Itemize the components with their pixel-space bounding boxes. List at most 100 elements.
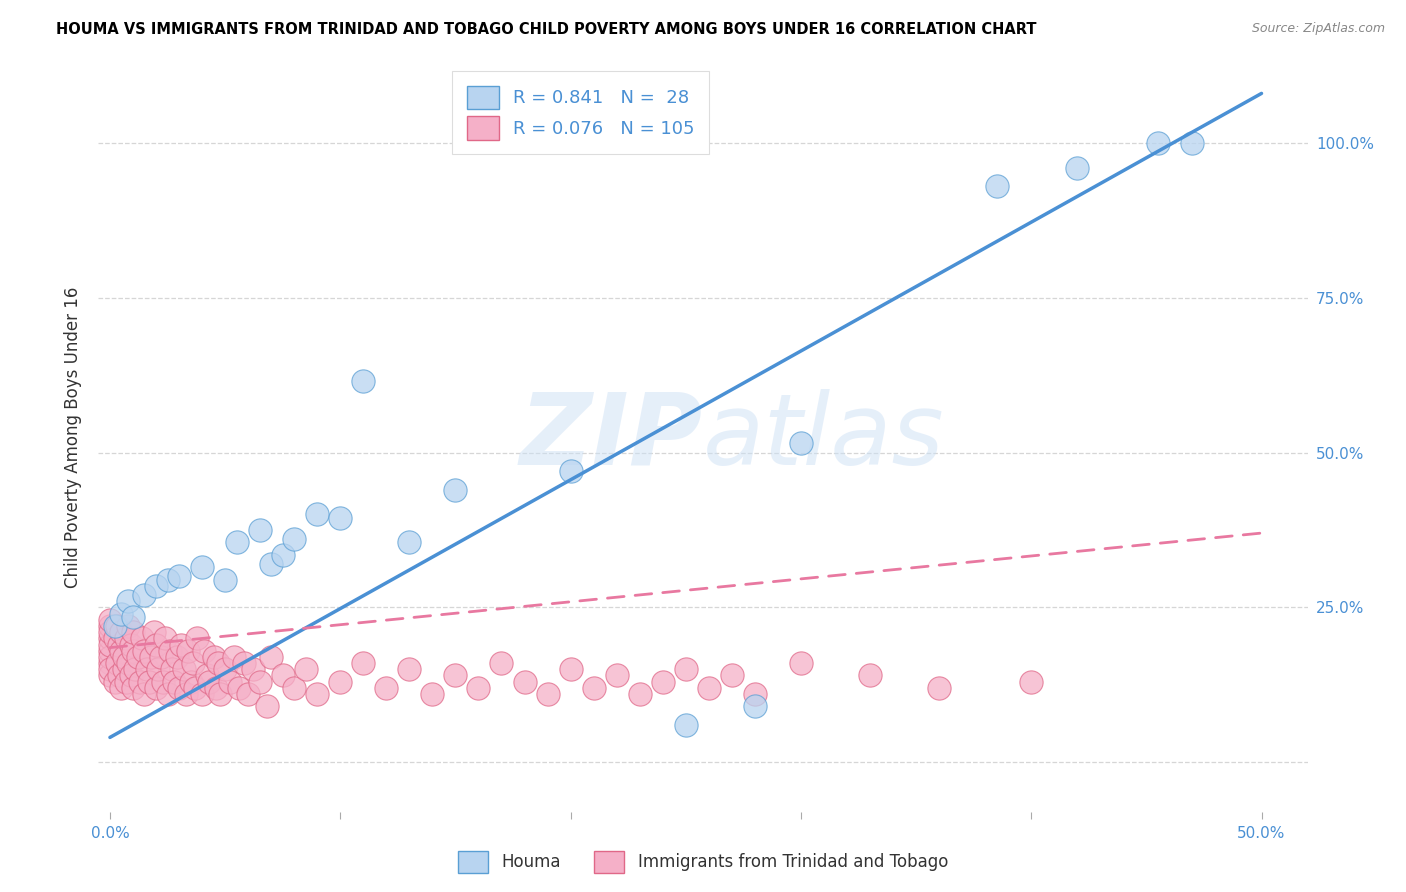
Point <box>249 523 271 537</box>
Point <box>256 699 278 714</box>
Point <box>307 508 329 522</box>
Point <box>98 644 121 658</box>
Point <box>98 613 121 627</box>
Point <box>232 656 254 670</box>
Point <box>98 632 121 646</box>
Point <box>1066 161 1088 175</box>
Point <box>651 674 673 689</box>
Point <box>181 656 204 670</box>
Point <box>145 638 167 652</box>
Point <box>180 674 202 689</box>
Point <box>122 625 145 640</box>
Point <box>628 687 651 701</box>
Point <box>134 588 156 602</box>
Point <box>110 681 132 695</box>
Point <box>398 535 420 549</box>
Text: HOUMA VS IMMIGRANTS FROM TRINIDAD AND TOBAGO CHILD POVERTY AMONG BOYS UNDER 16 C: HOUMA VS IMMIGRANTS FROM TRINIDAD AND TO… <box>56 22 1036 37</box>
Point <box>166 649 188 664</box>
Point <box>205 681 228 695</box>
Point <box>744 687 766 701</box>
Point <box>103 674 125 689</box>
Point <box>513 674 536 689</box>
Point <box>294 662 316 676</box>
Point <box>986 179 1008 194</box>
Point <box>184 681 207 695</box>
Point <box>138 674 160 689</box>
Point <box>744 699 766 714</box>
Point <box>156 573 179 587</box>
Legend: Houma, Immigrants from Trinidad and Tobago: Houma, Immigrants from Trinidad and Toba… <box>451 845 955 880</box>
Point <box>127 649 149 664</box>
Point <box>112 662 135 676</box>
Point <box>467 681 489 695</box>
Point <box>195 668 218 682</box>
Point <box>105 619 128 633</box>
Text: ZIP: ZIP <box>520 389 703 485</box>
Point <box>242 662 264 676</box>
Point <box>928 681 950 695</box>
Point <box>444 483 467 497</box>
Point <box>198 674 221 689</box>
Point <box>110 644 132 658</box>
Point <box>582 681 605 695</box>
Point <box>260 649 283 664</box>
Point <box>167 569 190 583</box>
Point <box>329 510 352 524</box>
Point <box>108 668 131 682</box>
Point <box>675 662 697 676</box>
Point <box>228 681 250 695</box>
Point <box>145 579 167 593</box>
Point <box>160 662 183 676</box>
Point <box>186 632 208 646</box>
Point <box>675 718 697 732</box>
Point <box>491 656 513 670</box>
Point <box>142 625 165 640</box>
Point <box>148 662 170 676</box>
Point <box>214 662 236 676</box>
Point <box>536 687 558 701</box>
Point <box>271 668 294 682</box>
Point <box>163 674 186 689</box>
Point <box>131 632 153 646</box>
Point <box>98 662 121 676</box>
Point <box>283 681 305 695</box>
Point <box>141 649 163 664</box>
Point <box>98 638 121 652</box>
Point <box>110 625 132 640</box>
Point <box>193 644 215 658</box>
Point <box>128 674 150 689</box>
Point <box>170 638 193 652</box>
Point <box>174 687 197 701</box>
Point <box>173 662 195 676</box>
Point <box>98 625 121 640</box>
Point <box>115 632 138 646</box>
Point <box>103 632 125 646</box>
Text: Source: ZipAtlas.com: Source: ZipAtlas.com <box>1251 22 1385 36</box>
Point <box>307 687 329 701</box>
Point <box>120 638 142 652</box>
Point <box>191 687 214 701</box>
Point <box>249 674 271 689</box>
Point <box>236 687 259 701</box>
Point <box>218 674 240 689</box>
Point <box>720 668 742 682</box>
Point <box>145 681 167 695</box>
Point <box>120 668 142 682</box>
Y-axis label: Child Poverty Among Boys Under 16: Child Poverty Among Boys Under 16 <box>65 286 83 588</box>
Point <box>117 594 139 608</box>
Point <box>209 687 232 701</box>
Point <box>122 644 145 658</box>
Point <box>117 619 139 633</box>
Point <box>98 656 121 670</box>
Text: atlas: atlas <box>703 389 945 485</box>
Point <box>422 687 444 701</box>
Point <box>112 649 135 664</box>
Point <box>122 609 145 624</box>
Point <box>98 649 121 664</box>
Point <box>110 607 132 621</box>
Point <box>122 681 145 695</box>
Point <box>375 681 398 695</box>
Point <box>283 533 305 547</box>
Point <box>117 656 139 670</box>
Point <box>444 668 467 682</box>
